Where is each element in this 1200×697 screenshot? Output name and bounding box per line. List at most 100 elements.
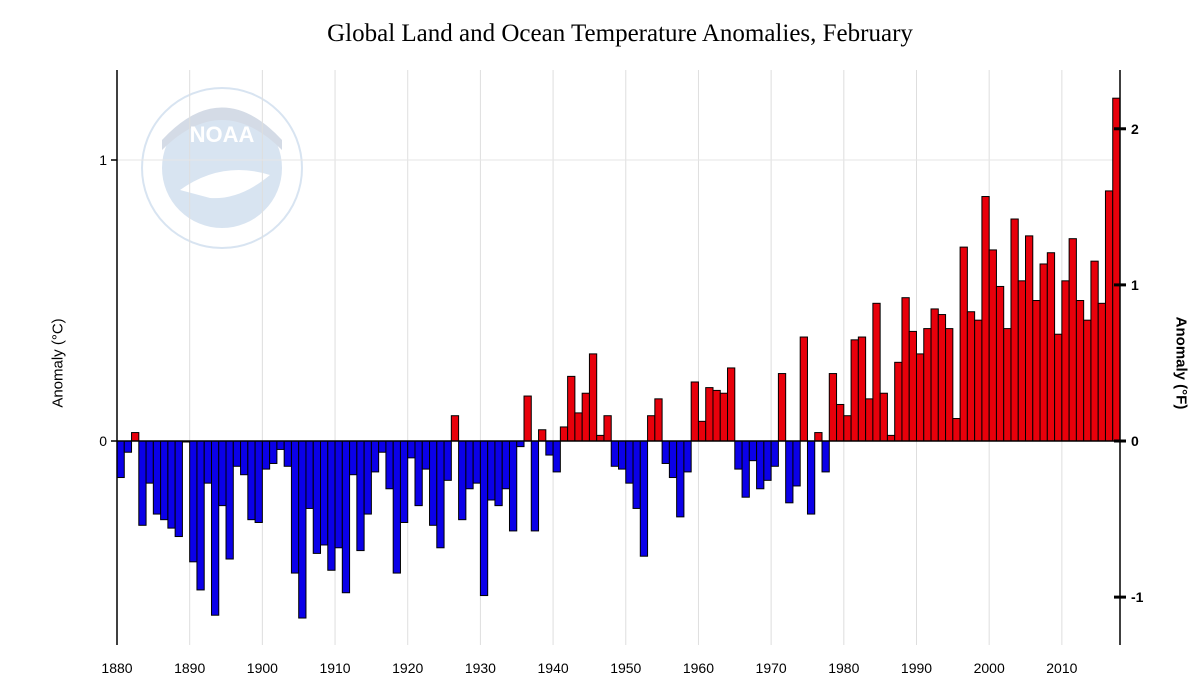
data-bar [712, 389, 721, 442]
x-tick-label: 1920 [392, 660, 423, 676]
data-bar [320, 440, 329, 546]
data-bar [458, 440, 467, 521]
data-bar [923, 328, 932, 442]
data-bar [894, 361, 903, 442]
data-bar [828, 373, 838, 442]
data-bar [785, 440, 794, 504]
data-bar [1003, 328, 1012, 442]
data-bar [1017, 280, 1027, 442]
data-bar [232, 440, 242, 467]
data-bar [414, 440, 423, 507]
data-bar [966, 311, 976, 442]
data-bar [734, 440, 743, 470]
data-bar [647, 415, 656, 442]
data-bar [363, 440, 372, 515]
data-bar [988, 249, 997, 442]
data-bar [516, 440, 525, 448]
data-bar [995, 285, 1005, 442]
data-bar [676, 440, 685, 518]
data-bar [836, 403, 845, 442]
data-bar [567, 375, 576, 442]
data-bar [974, 319, 983, 442]
x-tick-label: 1880 [101, 660, 132, 676]
data-bar [915, 353, 925, 442]
data-bar [123, 440, 133, 453]
data-bar [203, 440, 212, 484]
data-bar [1046, 252, 1056, 442]
svg-text:NOAA: NOAA [190, 122, 255, 147]
right-tick-label: -1 [1131, 589, 1144, 605]
x-tick-label: 2010 [1046, 660, 1077, 676]
data-bar [327, 440, 336, 571]
data-bar [305, 440, 314, 509]
data-bar [450, 415, 460, 442]
data-bar [429, 440, 438, 526]
data-bar [116, 440, 125, 479]
data-bar [508, 440, 518, 532]
x-tick-label: 1930 [465, 660, 496, 676]
data-bar [523, 395, 532, 442]
data-bar [1010, 218, 1019, 442]
left-tick-label: 1 [99, 152, 107, 168]
right-tick-label: 1 [1131, 277, 1139, 293]
data-bar [770, 440, 779, 467]
data-bar [385, 440, 394, 490]
data-bar [392, 440, 401, 574]
data-bar [668, 440, 678, 479]
noaa-logo: NOAA [141, 87, 303, 249]
chart-title: Global Land and Ocean Temperature Anomal… [327, 20, 913, 47]
data-bar [806, 440, 816, 515]
data-bar [799, 336, 808, 442]
data-bar [167, 440, 176, 529]
data-bar [952, 418, 961, 442]
data-bar [494, 440, 503, 507]
x-tick-label: 1990 [901, 660, 932, 676]
data-bar [240, 440, 249, 476]
data-bar [1061, 280, 1070, 442]
data-bar [247, 440, 256, 521]
x-tick-label: 1950 [610, 660, 641, 676]
data-bar [748, 440, 758, 462]
data-bar [1075, 300, 1085, 442]
right-tick-label: 0 [1131, 433, 1139, 449]
data-bar [632, 440, 641, 509]
data-bar [283, 440, 292, 467]
data-bar [1112, 97, 1121, 442]
data-bar [479, 440, 489, 597]
x-tick-label: 1910 [319, 660, 350, 676]
data-bar [196, 440, 205, 591]
data-bar [763, 440, 772, 481]
data-bar [581, 392, 590, 442]
data-bar [814, 432, 823, 442]
data-bar [131, 432, 140, 442]
data-bar [436, 440, 445, 549]
data-bar [298, 440, 307, 619]
data-bar [1083, 319, 1092, 442]
x-tick-label: 1960 [683, 660, 714, 676]
data-bar [719, 392, 729, 442]
data-bar [777, 373, 787, 442]
data-bar [334, 440, 343, 549]
data-bar [1025, 235, 1034, 442]
data-bar [618, 440, 627, 470]
data-bar [741, 440, 750, 498]
data-bar [930, 308, 939, 442]
data-bar [225, 440, 234, 560]
data-bar [857, 336, 867, 442]
data-bar [1039, 263, 1048, 442]
data-bar [465, 440, 474, 490]
data-bar [290, 440, 300, 574]
data-bar [160, 440, 169, 521]
data-bar [189, 440, 198, 563]
data-bar [545, 440, 554, 456]
right-tick-label: 2 [1131, 121, 1139, 137]
data-bar [654, 398, 663, 442]
data-bar [588, 353, 598, 442]
data-bar [908, 330, 917, 442]
data-bar [472, 440, 481, 484]
data-bar [705, 387, 714, 442]
data-bar [945, 328, 954, 442]
data-bar [792, 440, 801, 487]
data-bar [254, 440, 263, 523]
data-bar [603, 415, 612, 442]
